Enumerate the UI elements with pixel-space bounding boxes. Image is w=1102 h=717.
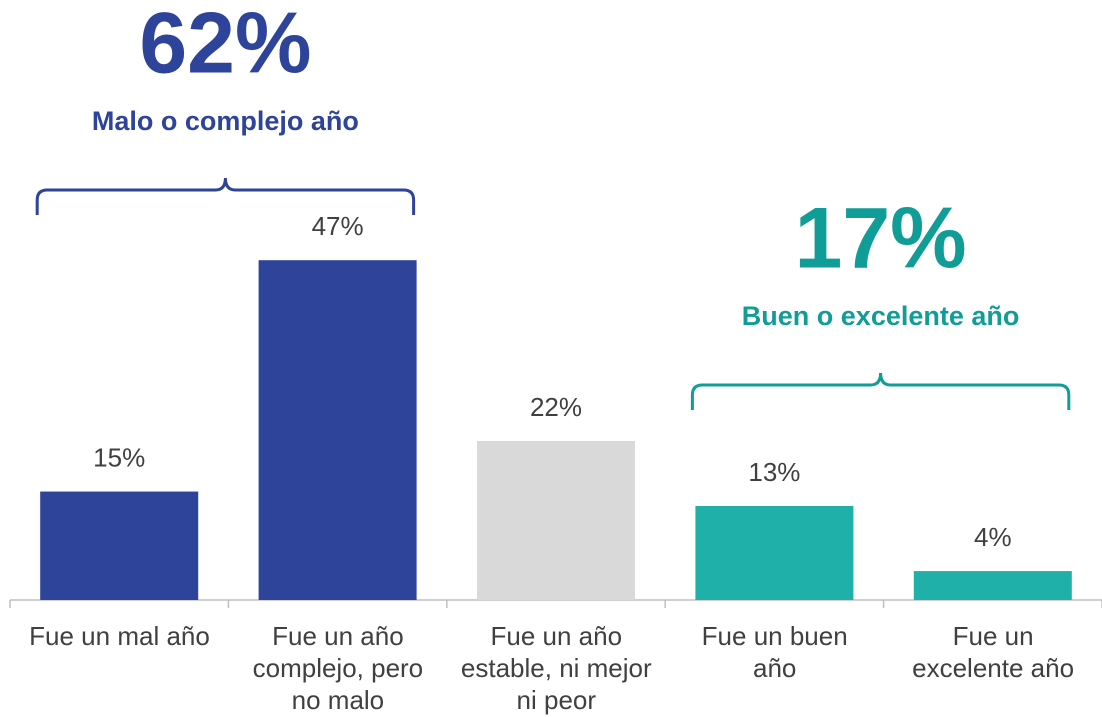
annotation-label: Buen o excelente año (742, 301, 1020, 331)
value-label: 15% (93, 442, 145, 472)
bar (695, 506, 854, 600)
bracket (690, 372, 1071, 410)
bar (40, 491, 199, 600)
annotation-label: Malo o complejo año (92, 106, 359, 136)
value-label: 22% (530, 392, 582, 422)
value-label: 4% (974, 522, 1012, 552)
annotation-value: 62% (139, 0, 311, 92)
value-label: 47% (312, 211, 364, 241)
x-tick-label: Fue un año estable, ni mejor ni peor (460, 621, 652, 715)
bar (477, 440, 635, 600)
value-label: 13% (748, 457, 800, 487)
annotation-value: 17% (795, 191, 967, 287)
x-tick-label: Fue un año complejo, pero no malo (252, 621, 424, 715)
x-tick-label: Fue un buen año (701, 621, 848, 683)
x-tick-label: Fue un mal año (29, 621, 210, 651)
bracket (35, 177, 416, 215)
bar (913, 571, 1072, 600)
x-tick-label: Fue un excelente año (912, 621, 1075, 683)
bar (258, 260, 417, 600)
